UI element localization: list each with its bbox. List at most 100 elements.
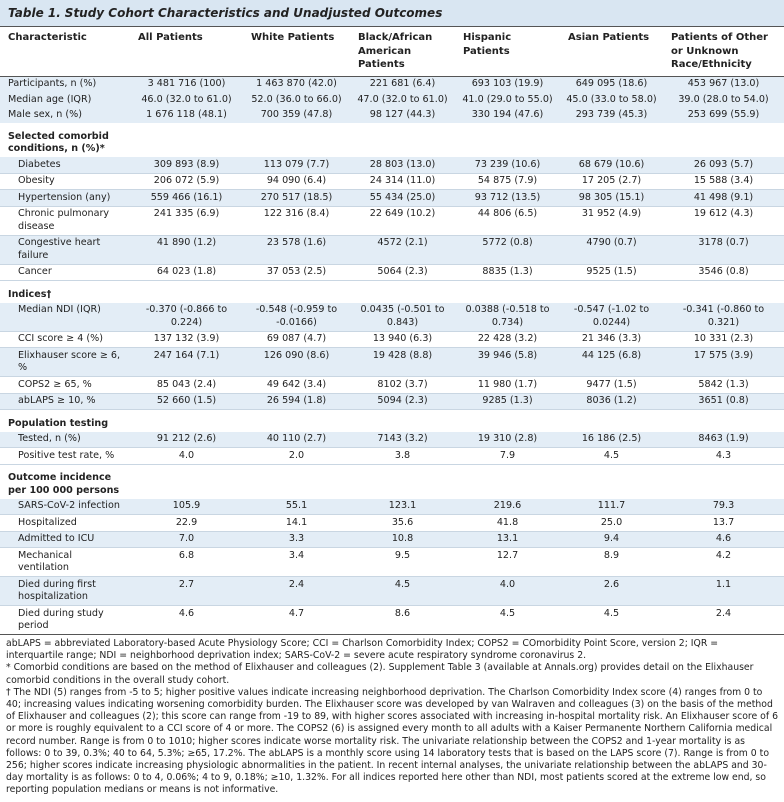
cell-value: 98 305 (15.1) <box>560 189 663 207</box>
table-row: Male sex, n (%) 1 676 118 (48.1) 700 359 (… <box>0 107 784 123</box>
footnotes: abLAPS = abbreviated Laboratory-based Ac… <box>0 635 784 797</box>
cell-value: 24 314 (11.0) <box>350 173 455 190</box>
filler <box>130 129 784 157</box>
cell-value: 4.2 <box>663 547 784 577</box>
cell-value: 2.0 <box>243 447 350 465</box>
cell-value: 28 803 (13.0) <box>350 157 455 174</box>
cell-value: 1 463 870 (42.0) <box>243 76 350 92</box>
cell-value: 4.0 <box>455 576 560 606</box>
table-label: Table 1. <box>8 6 61 20</box>
cell-value: 1 676 118 (48.1) <box>130 107 243 123</box>
cell-value: 13.1 <box>455 531 560 548</box>
column-header: Black/African American Patients <box>350 27 455 77</box>
cell-value: 35.6 <box>350 514 455 532</box>
row-label: Tested, n (%) <box>0 431 130 448</box>
cell-value: 11 980 (1.7) <box>455 376 560 394</box>
cell-value: 41 890 (1.2) <box>130 235 243 265</box>
row-label: Median age (IQR) <box>0 92 130 108</box>
cell-value: 3.8 <box>350 447 455 465</box>
row-label: Admitted to ICU <box>0 531 130 548</box>
cell-value: 113 079 (7.7) <box>243 157 350 174</box>
table-row: Hospitalized 22.9 14.1 35.6 41.8 25.0 13.7 <box>0 514 784 532</box>
cell-value: 8.6 <box>350 605 455 635</box>
cell-value: 4.3 <box>663 447 784 465</box>
table-title: Table 1. Study Cohort Characteristics and… <box>0 0 784 27</box>
cell-value: 700 359 (47.8) <box>243 107 350 123</box>
cell-value: 39.0 (28.0 to 54.0) <box>663 92 784 108</box>
column-header: Patients of Other or Unknown Race/Ethnic… <box>663 27 784 77</box>
cell-value: 9477 (1.5) <box>560 376 663 394</box>
cell-value: 206 072 (5.9) <box>130 173 243 190</box>
cell-value: 13.7 <box>663 514 784 532</box>
section-heading: Selected comorbid conditions, n (%)* <box>8 130 109 155</box>
cell-value: 219.6 <box>455 498 560 515</box>
filler <box>130 287 784 303</box>
cell-value: 1.1 <box>663 576 784 606</box>
cell-value: 2.4 <box>243 576 350 606</box>
cell-value: 19 428 (8.8) <box>350 347 455 377</box>
cell-value: 221 681 (6.4) <box>350 76 455 92</box>
cell-value: 26 093 (5.7) <box>663 157 784 174</box>
cell-value: 21 346 (3.3) <box>560 331 663 348</box>
cell-value: 649 095 (18.6) <box>560 76 663 92</box>
cell-value: 4.7 <box>243 605 350 635</box>
table-row: Cancer 64 023 (1.8) 37 053 (2.5) 5064 (2.3)… <box>0 264 784 281</box>
cell-value: 39 946 (5.8) <box>455 347 560 377</box>
filler <box>130 416 784 432</box>
cell-value: 4.5 <box>560 447 663 465</box>
footnote: abLAPS = abbreviated Laboratory-based Ac… <box>6 638 719 662</box>
row-label: COPS2 ≥ 65, % <box>0 376 130 394</box>
row-label: SARS-CoV-2 infection <box>0 498 130 515</box>
cell-value: 41.0 (29.0 to 55.0) <box>455 92 560 108</box>
row-label: Hospitalized <box>0 514 130 532</box>
cell-value: 25.0 <box>560 514 663 532</box>
cell-value: 8036 (1.2) <box>560 393 663 410</box>
row-label: Hypertension (any) <box>0 189 130 207</box>
cell-value: 3546 (0.8) <box>663 264 784 281</box>
cell-value: 270 517 (18.5) <box>243 189 350 207</box>
row-label: Diabetes <box>0 157 130 174</box>
table-row: Positive test rate, % 4.0 2.0 3.8 7.9 4.5 4.3 <box>0 447 784 465</box>
cell-value: 17 575 (3.9) <box>663 347 784 377</box>
cell-value: 41.8 <box>455 514 560 532</box>
cell-value: 7.9 <box>455 447 560 465</box>
cell-value: 17 205 (2.7) <box>560 173 663 190</box>
cell-value: 10.8 <box>350 531 455 548</box>
cell-value: 4790 (0.7) <box>560 235 663 265</box>
cell-value: 2.6 <box>560 576 663 606</box>
cell-value: 79.3 <box>663 498 784 515</box>
cell-value: 5772 (0.8) <box>455 235 560 265</box>
table-row: Elixhauser score ≥ 6, % 247 164 (7.1) 126 … <box>0 347 784 377</box>
table-row: Hypertension (any) 559 466 (16.1) 270 517 … <box>0 189 784 207</box>
cell-value: 45.0 (33.0 to 58.0) <box>560 92 663 108</box>
cell-value: 91 212 (2.6) <box>130 431 243 448</box>
cell-value: 4.5 <box>350 576 455 606</box>
cell-value: 693 103 (19.9) <box>455 76 560 92</box>
cell-value: 26 594 (1.8) <box>243 393 350 410</box>
cell-value: 15 588 (3.4) <box>663 173 784 190</box>
cell-value: 40 110 (2.7) <box>243 431 350 448</box>
table-row: Admitted to ICU 7.0 3.3 10.8 13.1 9.4 4.6 <box>0 531 784 548</box>
header-row: Characteristic All Patients White Patients… <box>0 27 784 77</box>
cell-value: 2.7 <box>130 576 243 606</box>
table-row: Median age (IQR) 46.0 (32.0 to 61.0) 52.0 … <box>0 92 784 108</box>
cell-value: 123.1 <box>350 498 455 515</box>
cell-value: 55 434 (25.0) <box>350 189 455 207</box>
footnote: † The NDI (5) ranges from -5 to 5; highe… <box>6 686 778 796</box>
row-label: Cancer <box>0 264 130 281</box>
table-row: Congestive heart failure 41 890 (1.2) 23 5… <box>0 235 784 265</box>
row-label: Median NDI (IQR) <box>0 302 130 332</box>
column-header: Asian Patients <box>560 27 663 77</box>
cell-value: 3.3 <box>243 531 350 548</box>
cell-value: 253 699 (55.9) <box>663 107 784 123</box>
section-heading-row: Outcome incidence per 100 000 persons <box>0 471 784 499</box>
table-row: Median NDI (IQR) -0.370 (-0.866 to 0.224)… <box>0 302 784 332</box>
cell-value: 8835 (1.3) <box>455 264 560 281</box>
row-label: Positive test rate, % <box>0 447 130 465</box>
row-label: Male sex, n (%) <box>0 107 130 123</box>
cell-value: 559 466 (16.1) <box>130 189 243 207</box>
table-row: Died during study period 4.6 4.7 8.6 4.5 4.5 2… <box>0 605 784 635</box>
cell-value: 47.0 (32.0 to 61.0) <box>350 92 455 108</box>
cell-value: 10 331 (2.3) <box>663 331 784 348</box>
section-heading-row: Selected comorbid conditions, n (%)* <box>0 129 784 157</box>
